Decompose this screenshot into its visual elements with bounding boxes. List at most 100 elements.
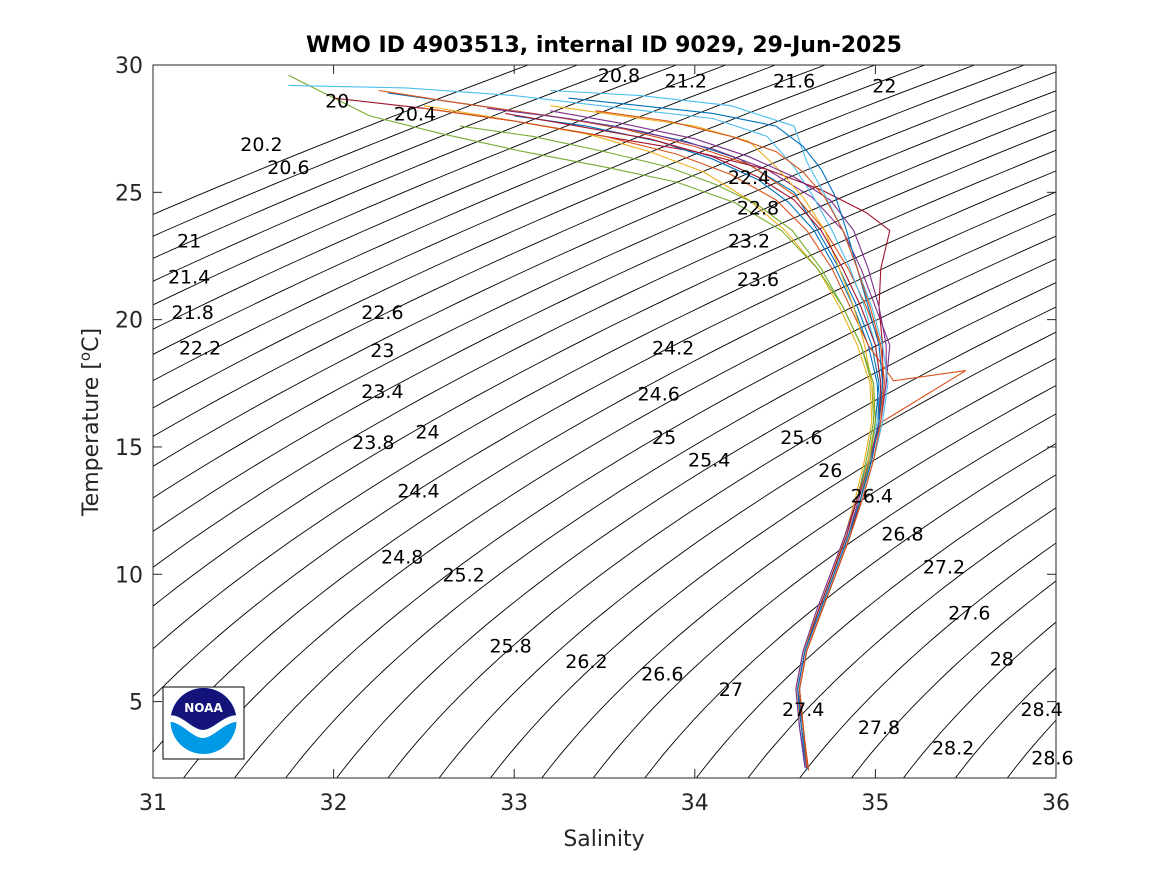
contour-label: 25.4	[688, 450, 730, 472]
contour-label: 24.8	[381, 547, 423, 569]
x-tick-label: 32	[320, 791, 348, 816]
contour-label: 24.2	[652, 338, 694, 360]
y-tick-label: 25	[115, 181, 143, 206]
density-contour-line	[153, 65, 727, 306]
density-contour-line	[153, 129, 1056, 607]
density-contour-line	[153, 65, 776, 330]
density-contour-line	[153, 90, 1056, 532]
axis-ticks: 31 32 33 34 35 36 5 10 15 20 25 30	[115, 54, 1070, 816]
contour-label: 25	[652, 427, 676, 449]
density-contour-line	[153, 149, 1056, 650]
density-contour-line	[234, 235, 1056, 778]
contour-label: 26	[818, 460, 842, 482]
plot-box	[152, 64, 1057, 779]
contour-label: 22.6	[361, 302, 403, 324]
x-tick-label: 31	[139, 791, 167, 816]
density-contour-line	[153, 170, 1056, 698]
x-tick-label: 33	[500, 791, 528, 816]
noaa-logo-text: NOAA	[184, 701, 223, 715]
profile-series-line-16	[595, 110, 885, 766]
contour-label: 28.4	[1020, 699, 1062, 721]
contour-label: 21.4	[168, 266, 210, 288]
contour-label: 24.6	[638, 384, 680, 406]
y-axis-label-superscript: o	[76, 352, 94, 361]
density-contour-line	[592, 413, 1056, 778]
contour-label: 26.4	[851, 485, 893, 507]
contour-label: 27	[719, 679, 743, 701]
contour-label: 20.8	[598, 65, 640, 87]
density-contour-line	[183, 213, 1056, 778]
density-contour-line	[285, 258, 1056, 778]
contour-label: 24.4	[397, 480, 439, 502]
contour-label: 26.8	[881, 524, 923, 546]
profile-series-line-3	[423, 105, 873, 768]
contour-label: 22.8	[737, 198, 779, 220]
contour-label: 22.2	[179, 338, 221, 360]
density-contour-line	[153, 191, 1056, 754]
density-contour-line	[153, 65, 628, 259]
density-contour-line	[153, 65, 826, 355]
contour-label: 27.6	[948, 603, 990, 625]
density-contour-line	[153, 65, 578, 237]
density-contour-line	[153, 65, 529, 216]
contour-label: 25.8	[489, 636, 531, 658]
contour-label: 25.6	[780, 427, 822, 449]
contour-label: 20.4	[394, 103, 436, 125]
noaa-logo: NOAA	[162, 686, 245, 760]
x-tick-label: 35	[861, 791, 889, 816]
contour-label: 28.2	[932, 737, 974, 759]
density-contour-line	[747, 507, 1056, 778]
contour-label: 21	[177, 231, 201, 253]
contour-label: 22.4	[728, 167, 770, 189]
density-contour-line	[490, 357, 1056, 778]
density-contour-line	[153, 71, 1056, 499]
y-tick-label: 15	[115, 436, 143, 461]
contour-label: 23.8	[352, 432, 394, 454]
y-axis-label-unit: C]	[79, 328, 104, 352]
plot-area	[153, 65, 1056, 778]
contour-label: 21.8	[172, 302, 214, 324]
density-contour-line	[336, 282, 1056, 778]
contour-label: 25.2	[442, 564, 484, 586]
density-contour-line	[387, 306, 1056, 778]
x-tick-label: 36	[1042, 791, 1070, 816]
profile-series-line-15	[568, 97, 884, 766]
density-contour-line	[541, 385, 1056, 778]
contour-label: 28	[990, 648, 1014, 670]
contour-label: 23.4	[361, 381, 403, 403]
y-tick-label: 20	[115, 309, 143, 334]
contour-label: 23.2	[728, 231, 770, 253]
contour-label: 27.4	[782, 699, 824, 721]
x-axis-label: Salinity	[563, 827, 644, 852]
chart-title: WMO ID 4903513, internal ID 9029, 29-Jun…	[306, 33, 902, 58]
density-contour-line	[851, 580, 1056, 778]
contour-label: 27.8	[858, 717, 900, 739]
y-tick-label: 30	[115, 54, 143, 79]
density-contour-line	[153, 65, 677, 282]
y-tick-label: 5	[129, 691, 143, 716]
density-contour-line	[695, 474, 1056, 778]
density-contour-line	[903, 621, 1056, 778]
y-tick-label: 10	[115, 563, 143, 588]
x-tick-label: 34	[681, 791, 709, 816]
contour-label: 20.2	[240, 134, 282, 156]
profile-series	[288, 74, 966, 771]
contour-label: 20	[325, 91, 349, 113]
density-contour-line	[799, 542, 1056, 778]
density-contour-line	[153, 65, 975, 437]
y-axis-label-text: Temperature [	[79, 361, 104, 517]
y-axis-label: Temperature [oC]	[76, 328, 104, 517]
density-contour-line	[153, 65, 925, 409]
contour-label: 26.2	[565, 651, 607, 673]
density-contour-line	[438, 331, 1056, 778]
contour-label: 24	[415, 422, 439, 444]
contour-label: 23	[370, 340, 394, 362]
density-contour-line	[153, 109, 1056, 568]
contour-label: 21.6	[773, 70, 815, 92]
density-contour-line	[644, 443, 1056, 778]
density-contour-line	[153, 65, 876, 382]
contour-label: 22	[872, 75, 896, 97]
contour-label: 23.6	[737, 269, 779, 291]
contour-label: 21.2	[665, 70, 707, 92]
